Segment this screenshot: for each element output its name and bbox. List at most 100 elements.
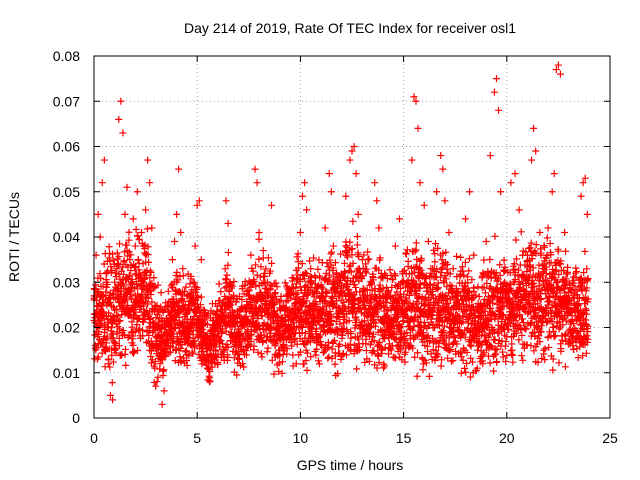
- data-point: [129, 335, 137, 343]
- data-point: [501, 278, 509, 286]
- data-point: [109, 396, 117, 404]
- data-point: [483, 272, 491, 280]
- data-point: [116, 240, 124, 248]
- data-point: [297, 348, 305, 356]
- data-point: [232, 298, 240, 306]
- data-point: [293, 253, 301, 261]
- data-point: [518, 315, 526, 323]
- data-point: [129, 215, 137, 223]
- data-point: [303, 206, 311, 214]
- data-point: [303, 366, 311, 374]
- data-point: [108, 324, 116, 332]
- data-point: [574, 354, 582, 362]
- data-point: [223, 271, 231, 279]
- data-point: [523, 268, 531, 276]
- data-point: [480, 283, 488, 291]
- data-point: [108, 351, 116, 359]
- data-point: [484, 334, 492, 342]
- data-point: [197, 301, 205, 309]
- data-point: [410, 93, 418, 101]
- data-point: [466, 311, 474, 319]
- data-point: [214, 324, 222, 331]
- data-point: [458, 296, 466, 304]
- data-point: [175, 165, 183, 173]
- data-point: [255, 321, 263, 329]
- data-point: [537, 295, 545, 303]
- data-point: [496, 271, 504, 279]
- data-point: [353, 233, 361, 241]
- data-point: [436, 273, 444, 281]
- data-point: [530, 124, 538, 132]
- data-point: [361, 358, 369, 366]
- data-point: [112, 349, 120, 357]
- data-point: [499, 312, 507, 320]
- data-point: [332, 288, 340, 296]
- data-point: [130, 348, 138, 356]
- data-point: [99, 292, 107, 300]
- data-point: [99, 282, 107, 290]
- data-point: [487, 304, 495, 312]
- data-point: [187, 272, 195, 280]
- data-point: [115, 342, 123, 350]
- data-point: [557, 345, 565, 353]
- data-point: [353, 241, 361, 249]
- data-point: [167, 319, 175, 327]
- data-point: [190, 279, 198, 287]
- data-point: [227, 301, 235, 309]
- data-point: [263, 278, 271, 286]
- data-point: [499, 353, 507, 361]
- data-point: [434, 321, 442, 329]
- data-point: [511, 276, 519, 284]
- data-point: [315, 360, 323, 368]
- data-point: [569, 337, 577, 345]
- data-point: [562, 247, 570, 255]
- data-point: [104, 323, 112, 331]
- data-point: [193, 292, 201, 300]
- data-point: [486, 152, 494, 160]
- data-point: [271, 299, 279, 307]
- data-point: [519, 319, 527, 327]
- data-point: [294, 250, 302, 258]
- data-point: [578, 279, 586, 287]
- data-point: [352, 283, 360, 291]
- data-point: [302, 282, 310, 290]
- data-point: [154, 281, 162, 289]
- data-point: [389, 322, 397, 330]
- data-point: [242, 351, 250, 359]
- data-point: [253, 179, 261, 187]
- y-tick-label: 0.03: [53, 274, 80, 290]
- data-point: [400, 266, 408, 274]
- data-point: [447, 346, 455, 354]
- data-point: [346, 156, 354, 164]
- data-point: [430, 304, 438, 312]
- data-point: [380, 360, 388, 368]
- data-point: [250, 342, 258, 350]
- data-point: [133, 321, 141, 329]
- data-point: [391, 272, 399, 280]
- data-point: [254, 348, 262, 356]
- data-point: [443, 283, 451, 291]
- data-point: [177, 344, 185, 352]
- data-point: [144, 251, 152, 259]
- data-point: [512, 255, 520, 263]
- data-point: [325, 353, 333, 361]
- data-point: [235, 355, 243, 363]
- data-point: [340, 259, 348, 267]
- data-point: [584, 322, 592, 330]
- data-point: [375, 358, 383, 366]
- data-point: [218, 351, 226, 359]
- data-point: [284, 296, 292, 304]
- data-point: [381, 362, 389, 370]
- data-point: [114, 261, 122, 269]
- data-point: [465, 267, 473, 275]
- data-point: [475, 293, 483, 301]
- data-point: [362, 335, 370, 343]
- data-point: [115, 115, 123, 123]
- data-point: [294, 258, 302, 266]
- data-point: [246, 295, 254, 303]
- data-point: [294, 289, 302, 297]
- data-point: [353, 316, 361, 324]
- data-point: [431, 258, 439, 266]
- data-point: [400, 335, 408, 343]
- data-point: [164, 287, 172, 295]
